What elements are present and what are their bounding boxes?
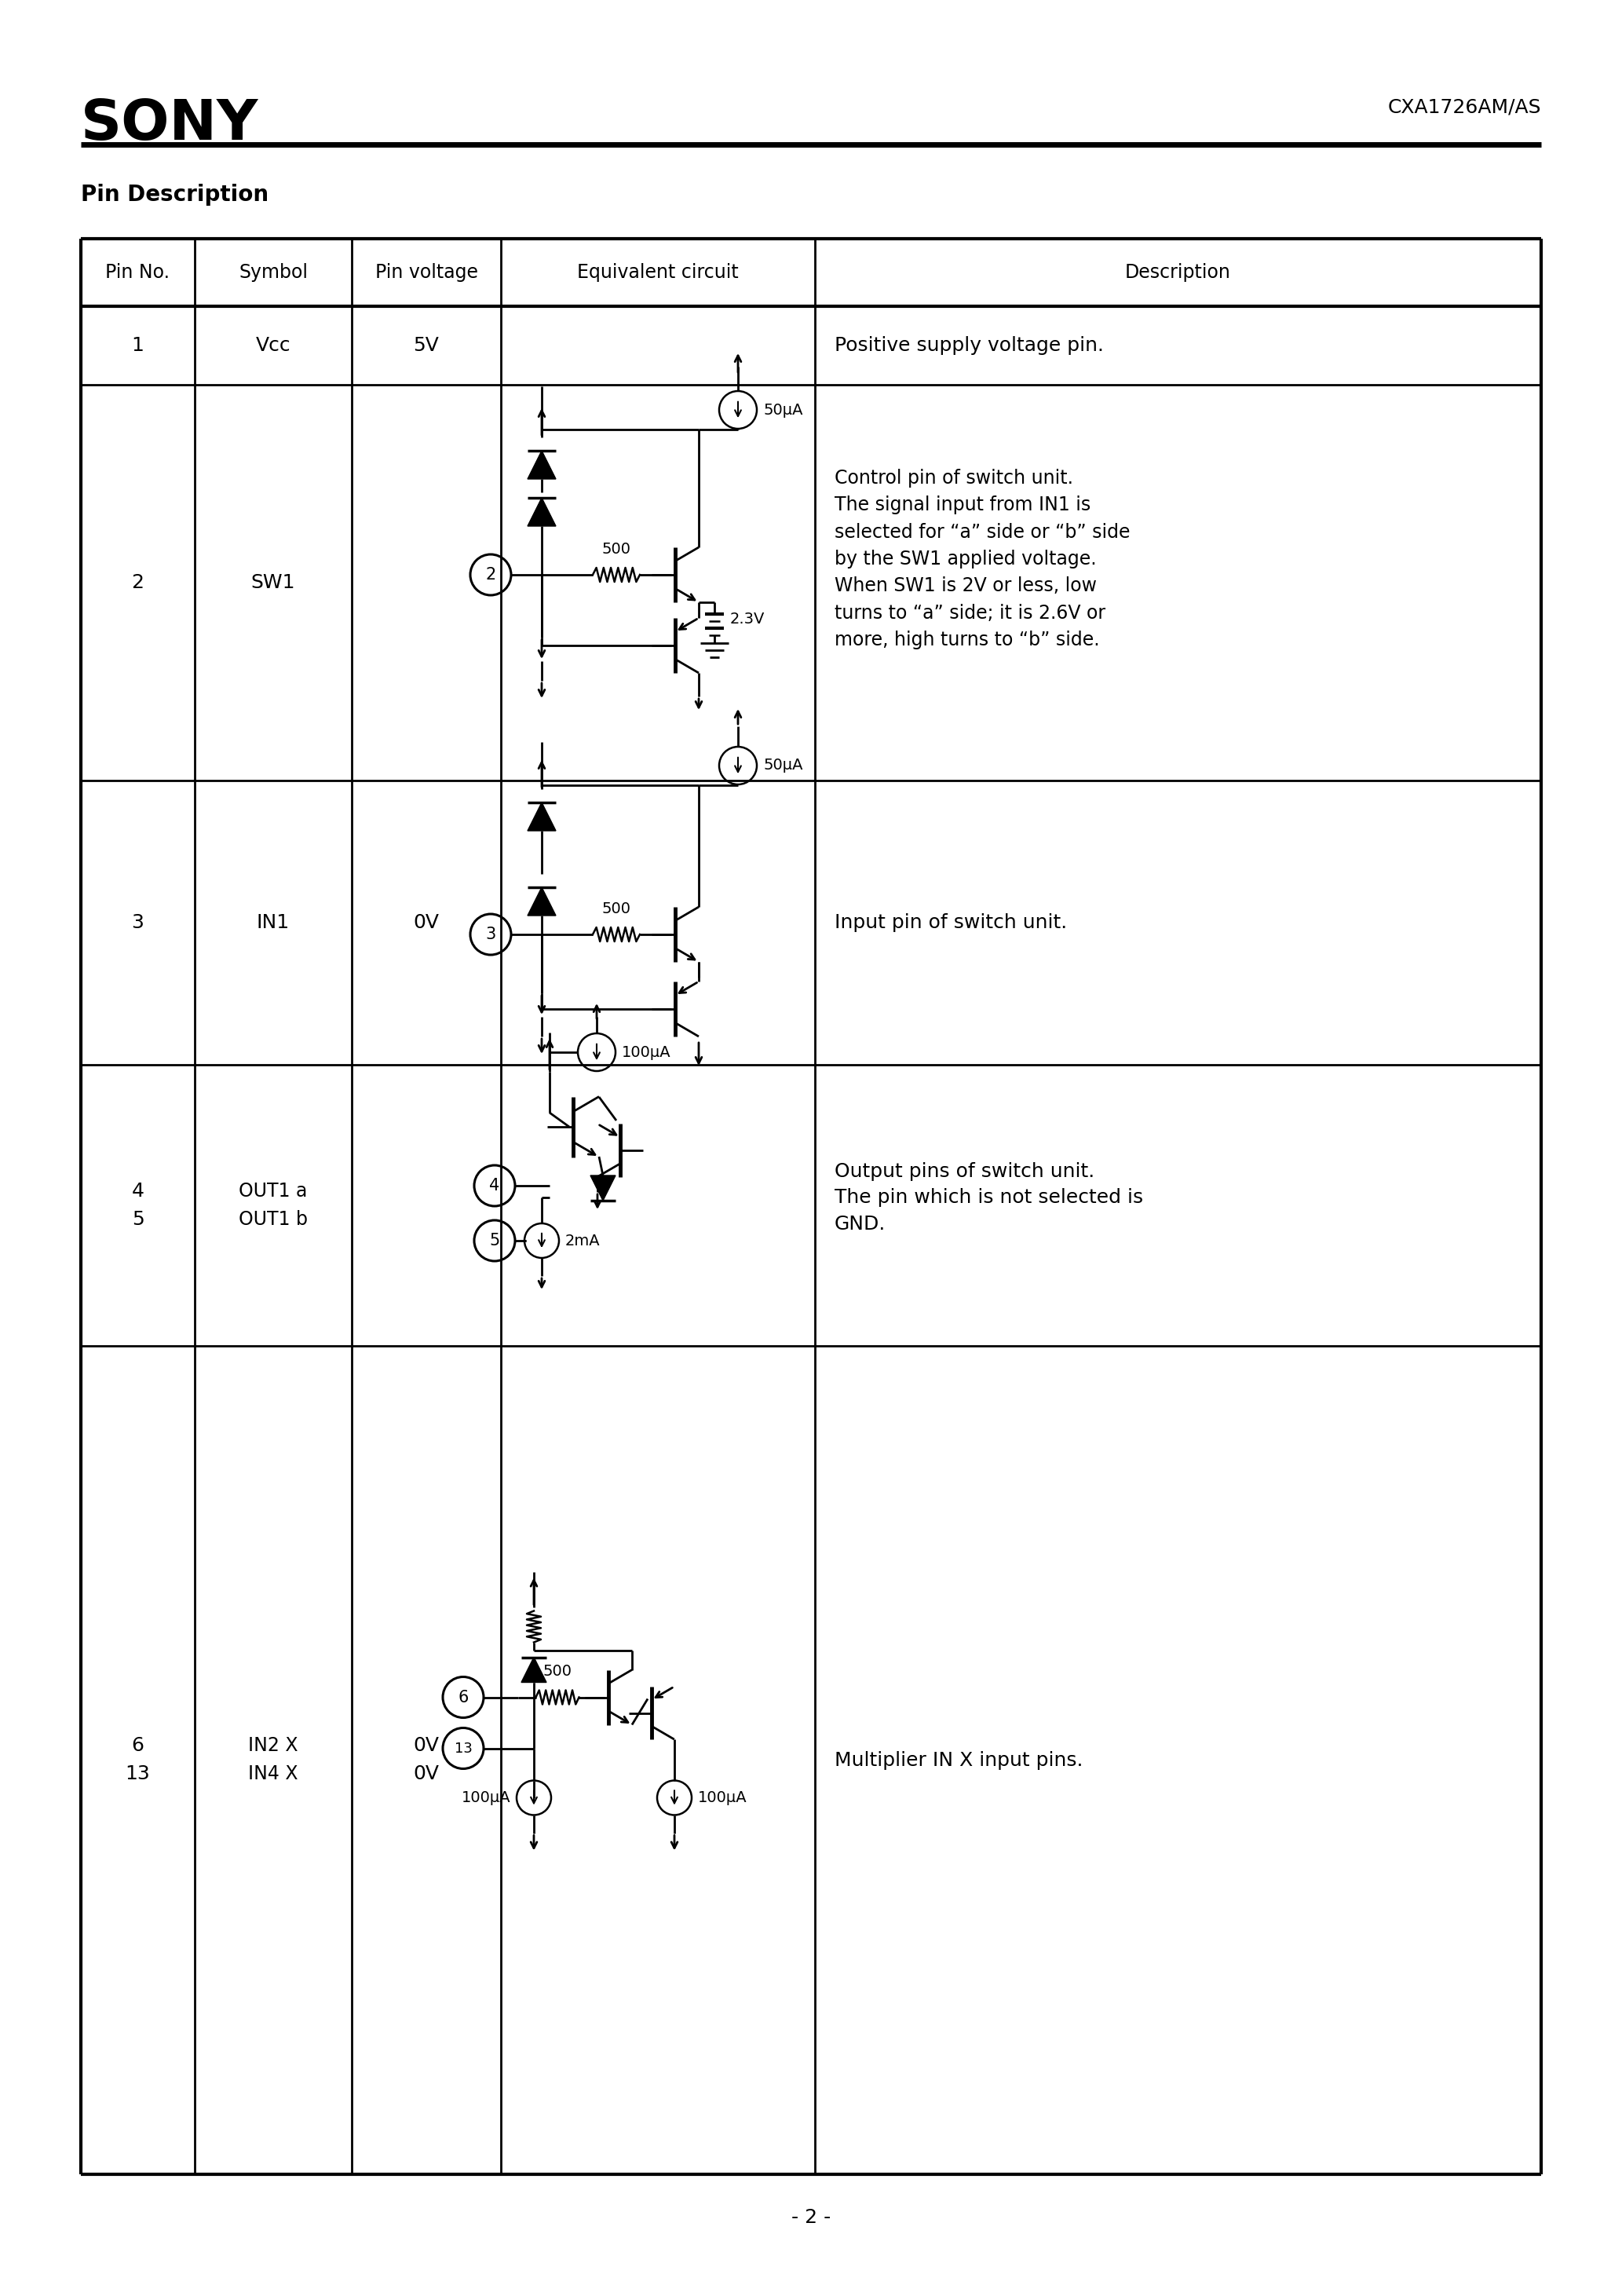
Text: SW1: SW1 (251, 574, 295, 592)
Text: IN2 X: IN2 X (248, 1736, 298, 1756)
Polygon shape (527, 886, 556, 916)
Text: 6: 6 (131, 1736, 144, 1756)
Text: - 2 -: - 2 - (792, 2209, 830, 2227)
Text: Description: Description (1126, 264, 1231, 282)
Text: 3: 3 (131, 914, 144, 932)
Polygon shape (527, 498, 556, 526)
Text: 13: 13 (454, 1740, 472, 1756)
Text: 2mA: 2mA (564, 1233, 600, 1249)
Text: Pin No.: Pin No. (105, 264, 170, 282)
Text: 5: 5 (131, 1210, 144, 1228)
Text: Pin Description: Pin Description (81, 184, 269, 207)
Text: 500: 500 (543, 1665, 573, 1678)
Text: 100μA: 100μA (461, 1791, 511, 1805)
Text: 50μA: 50μA (762, 758, 803, 774)
Polygon shape (521, 1658, 547, 1683)
Text: 13: 13 (125, 1766, 151, 1784)
Text: 1: 1 (131, 335, 144, 356)
Text: Symbol: Symbol (238, 264, 308, 282)
Text: 0V: 0V (414, 914, 440, 932)
Text: 5: 5 (490, 1233, 500, 1249)
Text: Control pin of switch unit.
The signal input from IN1 is
selected for “a” side o: Control pin of switch unit. The signal i… (835, 468, 1131, 650)
Text: Output pins of switch unit.
The pin which is not selected is
GND.: Output pins of switch unit. The pin whic… (835, 1162, 1144, 1233)
Text: OUT1 a: OUT1 a (238, 1182, 308, 1201)
Text: 100μA: 100μA (621, 1045, 672, 1061)
Text: 100μA: 100μA (697, 1791, 748, 1805)
Text: 500: 500 (602, 902, 631, 916)
Text: IN4 X: IN4 X (248, 1766, 298, 1784)
Text: 5V: 5V (414, 335, 440, 356)
Text: 0V: 0V (414, 1766, 440, 1784)
Polygon shape (527, 450, 556, 480)
Text: 50μA: 50μA (762, 402, 803, 418)
Text: 500: 500 (602, 542, 631, 556)
Text: Positive supply voltage pin.: Positive supply voltage pin. (835, 335, 1105, 356)
Text: CXA1726AM/AS: CXA1726AM/AS (1388, 96, 1541, 117)
Text: 2: 2 (131, 574, 144, 592)
Text: 2: 2 (485, 567, 496, 583)
Text: 6: 6 (457, 1690, 469, 1706)
Text: IN1: IN1 (256, 914, 290, 932)
Text: Equivalent circuit: Equivalent circuit (577, 264, 738, 282)
Text: 4: 4 (131, 1182, 144, 1201)
Text: Multiplier IN X input pins.: Multiplier IN X input pins. (835, 1750, 1083, 1770)
Text: Pin voltage: Pin voltage (375, 264, 478, 282)
Text: 2.3V: 2.3V (730, 613, 766, 627)
Polygon shape (527, 804, 556, 831)
Polygon shape (590, 1176, 615, 1201)
Text: Input pin of switch unit.: Input pin of switch unit. (835, 914, 1067, 932)
Text: OUT1 b: OUT1 b (238, 1210, 308, 1228)
Text: 4: 4 (490, 1178, 500, 1194)
Text: Vcc: Vcc (256, 335, 290, 356)
Text: SONY: SONY (81, 96, 258, 152)
Text: 0V: 0V (414, 1736, 440, 1756)
Text: 3: 3 (485, 928, 496, 941)
